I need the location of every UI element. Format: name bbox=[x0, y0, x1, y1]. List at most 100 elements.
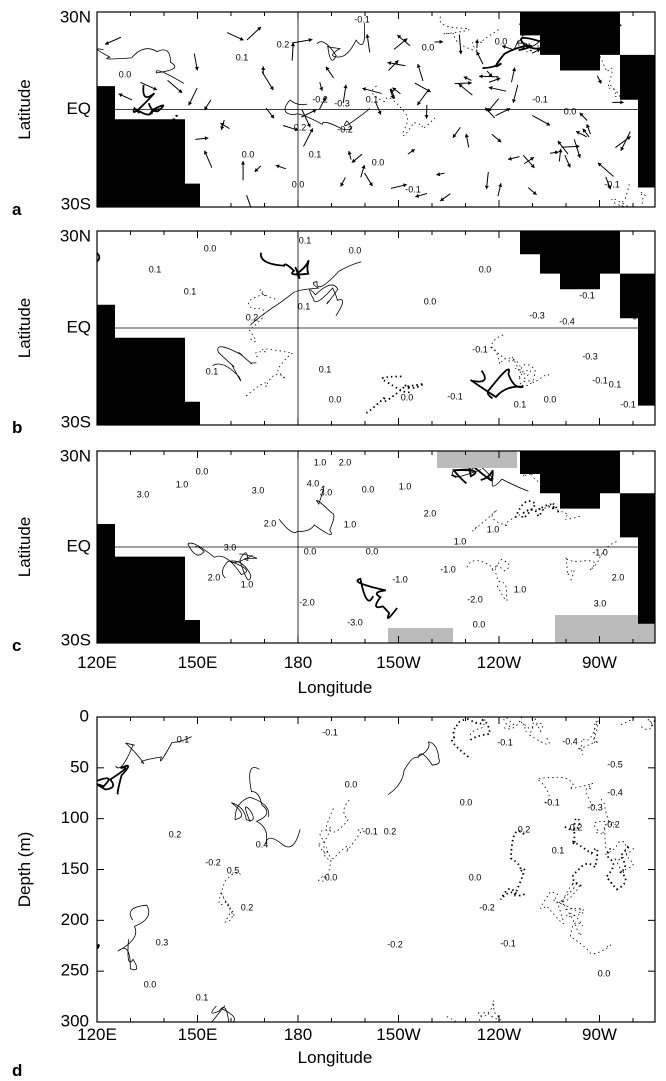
contour-label: -0.2 bbox=[604, 819, 620, 829]
x-tick-label: 120W bbox=[477, 653, 521, 672]
land bbox=[520, 451, 620, 509]
contour-line bbox=[566, 909, 610, 954]
contour-label: 0.1 bbox=[299, 235, 312, 245]
contour-label: 1.0 bbox=[514, 584, 527, 594]
contour-line bbox=[318, 808, 363, 859]
contour-label: -0.2 bbox=[205, 857, 221, 867]
contour-label: 0.1 bbox=[552, 845, 565, 855]
contour-line bbox=[250, 767, 300, 847]
arrow-head bbox=[489, 86, 493, 90]
y-tick-label: 30N bbox=[60, 446, 91, 465]
contour-line bbox=[118, 905, 149, 970]
contour-label: 1.0 bbox=[454, 536, 467, 546]
contour-label: 0.3 bbox=[156, 937, 169, 947]
contour-line bbox=[222, 553, 257, 580]
contour-label: -0.1 bbox=[354, 14, 370, 24]
contour-label: -0.3 bbox=[334, 98, 350, 108]
x-tick-label: 150E bbox=[178, 653, 218, 672]
y-tick-label: EQ bbox=[66, 99, 91, 118]
contour-label: 2.0 bbox=[264, 518, 277, 528]
contour-label: -0.1 bbox=[322, 727, 338, 737]
y-axis-label: Latitude bbox=[15, 517, 34, 578]
contour-label: 0.1 bbox=[177, 734, 190, 744]
contour-label: -0.4 bbox=[607, 787, 623, 797]
panel-label: b bbox=[12, 418, 22, 437]
contour-label: 0.4 bbox=[256, 839, 269, 849]
contour-label: -0.5 bbox=[607, 759, 623, 769]
contour-line bbox=[97, 49, 183, 84]
contour-label: 0.1 bbox=[514, 399, 527, 409]
contour-line bbox=[319, 798, 352, 881]
contour-label: 2.0 bbox=[424, 508, 437, 518]
y-tick-label: 200 bbox=[61, 910, 89, 929]
y-tick-label: 30S bbox=[61, 630, 91, 649]
contour-label: 0.1 bbox=[298, 301, 311, 311]
contour-label: -0.1 bbox=[592, 375, 608, 385]
contour-label: 3.0 bbox=[252, 485, 265, 495]
contour-label: -1.0 bbox=[392, 574, 408, 584]
contour-label: 0.0 bbox=[325, 872, 338, 882]
contour-label: 0.0 bbox=[292, 179, 305, 189]
contour-label: 0.1 bbox=[366, 94, 379, 104]
contour-label: -0.1 bbox=[532, 94, 548, 104]
arrow-head bbox=[498, 183, 502, 187]
contour-label: 0.0 bbox=[460, 797, 473, 807]
x-tick-label: 150W bbox=[376, 1025, 420, 1044]
x-tick-label: 180 bbox=[284, 1025, 312, 1044]
arrow-head bbox=[440, 197, 444, 201]
contour-label: -0.3 bbox=[529, 310, 545, 320]
contour-line bbox=[519, 364, 548, 385]
arrow-head bbox=[250, 209, 254, 213]
contour-label: 1.0 bbox=[241, 579, 254, 589]
contour-label: 0.0 bbox=[119, 69, 132, 79]
y-axis-label: Latitude bbox=[15, 298, 34, 359]
panel-label: c bbox=[12, 636, 21, 655]
contour-line bbox=[245, 349, 293, 397]
contour-label: 0.0 bbox=[345, 779, 358, 789]
contour-label: -0.1 bbox=[579, 290, 595, 300]
contour-label: -0.2 bbox=[337, 124, 353, 134]
arrow-head bbox=[425, 115, 429, 118]
land bbox=[620, 55, 655, 188]
contour-label: -2.0 bbox=[467, 594, 483, 604]
contour-line bbox=[93, 766, 129, 794]
contour-label: -0.1 bbox=[500, 938, 516, 948]
contour-label: 0.2 bbox=[241, 902, 254, 912]
contour-line bbox=[620, 696, 656, 730]
arrow-head bbox=[261, 66, 265, 69]
contour-label: 0.1 bbox=[206, 366, 219, 376]
contour-label: -0.1 bbox=[405, 184, 421, 194]
arrow-head bbox=[465, 134, 469, 138]
arrow-head bbox=[436, 172, 440, 176]
contour-label: -0.2 bbox=[387, 939, 403, 949]
contour-label: -1.0 bbox=[592, 547, 608, 557]
land bbox=[520, 231, 620, 289]
arrow-head bbox=[195, 67, 199, 71]
y-tick-label: 30S bbox=[61, 194, 91, 213]
contour-line bbox=[357, 579, 397, 618]
contour-line bbox=[491, 335, 521, 371]
y-tick-label: 100 bbox=[61, 808, 89, 827]
contour-label: -0.2 bbox=[312, 94, 328, 104]
contour-line bbox=[440, 17, 500, 52]
shaded-area bbox=[437, 451, 517, 468]
contour-label: 1.0 bbox=[487, 524, 500, 534]
contour-line bbox=[366, 377, 424, 413]
y-axis-label: Latitude bbox=[15, 79, 34, 140]
land bbox=[637, 12, 655, 51]
contour-label: 0.1 bbox=[184, 286, 197, 296]
arrow-head bbox=[440, 40, 443, 44]
contour-label: 0.0 bbox=[329, 394, 342, 404]
contour-label: 0.0 bbox=[422, 42, 435, 52]
x-tick-label: 90W bbox=[582, 1025, 617, 1044]
arrow-head bbox=[362, 87, 366, 91]
arrow-head bbox=[348, 151, 352, 155]
contour-label: 1.0 bbox=[399, 481, 412, 491]
contour-label: 0.1 bbox=[309, 149, 322, 159]
contour-label: 0.0 bbox=[304, 546, 317, 556]
x-tick-label: 120W bbox=[477, 1025, 521, 1044]
page: { "panels":[ {"label":"a","y_label":"Lat… bbox=[0, 0, 666, 1081]
contour-label: 0.0 bbox=[582, 34, 595, 44]
contour-label: 4.0 bbox=[307, 478, 320, 488]
contour-label: 0.0 bbox=[424, 296, 437, 306]
